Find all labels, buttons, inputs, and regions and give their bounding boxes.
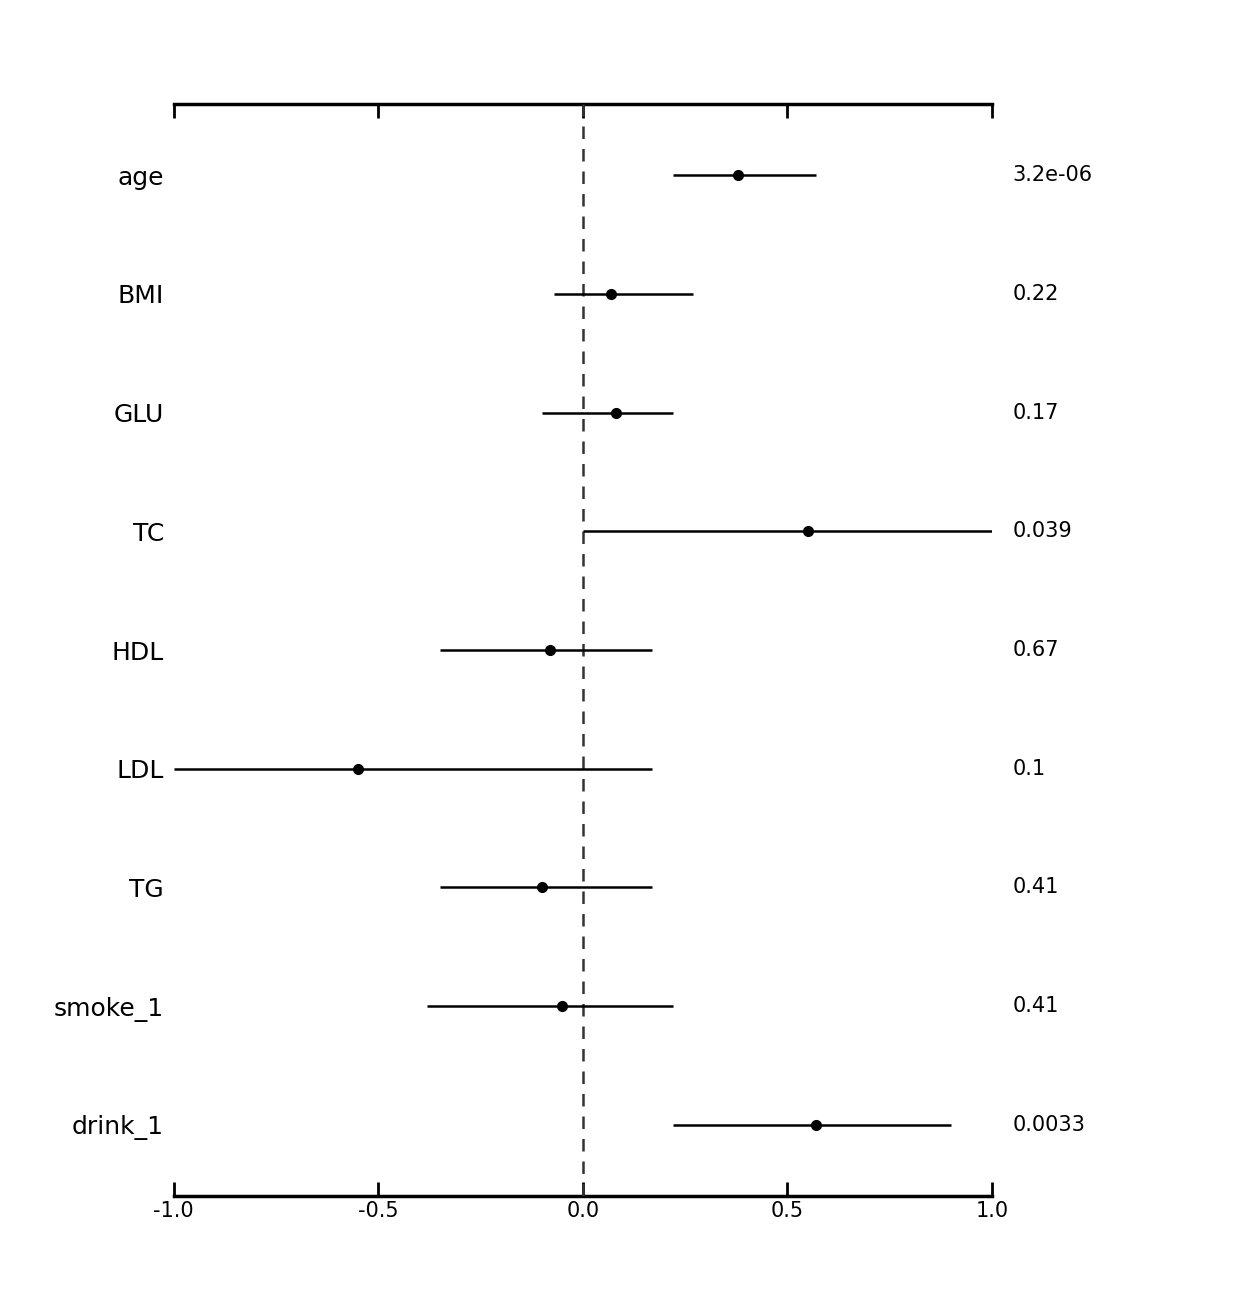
Text: 0.039: 0.039	[1013, 521, 1073, 541]
Text: 0.41: 0.41	[1013, 878, 1059, 897]
Text: 0.0033: 0.0033	[1013, 1115, 1086, 1135]
Text: 3.2e-06: 3.2e-06	[1013, 165, 1092, 185]
Text: 0.41: 0.41	[1013, 996, 1059, 1017]
Text: 0.67: 0.67	[1013, 640, 1059, 660]
Text: 0.22: 0.22	[1013, 283, 1059, 304]
Text: 0.17: 0.17	[1013, 403, 1059, 422]
Text: 0.1: 0.1	[1013, 759, 1047, 779]
